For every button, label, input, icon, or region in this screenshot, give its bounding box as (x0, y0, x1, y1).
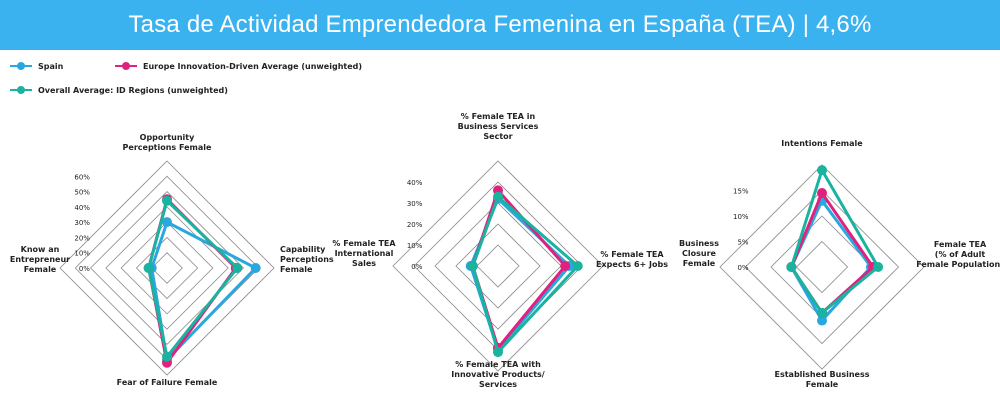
data-point-spain-bottom (817, 315, 827, 326)
axis-label-right: Female (280, 265, 313, 274)
data-point-overall-average-top (817, 165, 827, 176)
axis-label-right: Perceptions (280, 255, 334, 264)
axis-label-left: International (335, 249, 394, 258)
legend-swatch-overall-average (10, 85, 32, 95)
grid-ring (392, 160, 604, 372)
axis-label-bottom: Female (806, 380, 839, 389)
data-point-overall-average-right (572, 261, 583, 271)
data-point-europe-average-right (560, 261, 571, 271)
tick-label: 30% (74, 219, 90, 227)
grid-ring (151, 252, 183, 284)
series-line-spain (150, 220, 258, 362)
legend-label-overall-average: Overall Average: ID Regions (unweighted) (38, 85, 228, 95)
title-banner: Tasa de Actividad Emprendedora Femenina … (0, 0, 1000, 50)
axis-label-left: Business (679, 239, 719, 248)
tick-label: 0% (79, 265, 90, 273)
axis-label-bottom: Innovative Products/ (451, 370, 545, 379)
grid-ring (744, 189, 900, 345)
grid-ring (795, 240, 849, 294)
axis-label-right: % Female TEA (600, 250, 664, 259)
grid-ring (90, 191, 244, 345)
axis-label-left: % Female TEA (332, 239, 396, 248)
grid-ring (120, 221, 214, 315)
axis-label-bottom: Established Business (775, 370, 870, 379)
legend-item-overall-average: Overall Average: ID Regions (unweighted) (10, 85, 228, 95)
axis-label-right: Expects 6+ Jobs (596, 260, 668, 269)
grid-ring (476, 244, 520, 288)
legend-item-spain: Spain (10, 61, 63, 71)
tick-label: 30% (407, 200, 423, 208)
legend: Spain Europe Innovation-Driven Average (… (0, 55, 1000, 105)
axis-label-left: Female (683, 259, 716, 268)
data-point-overall-average-bottom (493, 347, 503, 358)
grid-ring (455, 223, 541, 309)
axis-label-right: Capability (280, 245, 326, 254)
tick-label: 15% (733, 188, 749, 196)
tick-label: 40% (74, 204, 90, 212)
axis-label-left: Know an (21, 245, 60, 254)
legend-swatch-europe-average (115, 61, 137, 71)
tick-label: 10% (74, 250, 90, 258)
axis-label-left: Closure (682, 249, 717, 258)
page-title: Tasa de Actividad Emprendedora Femenina … (128, 11, 872, 38)
tick-label: 50% (74, 189, 90, 197)
radar-chart-1: 0%10%20%30%40%50%60%OpportunityPerceptio… (10, 133, 334, 387)
axis-label-top: Business Services (458, 122, 539, 131)
grid-ring (135, 236, 199, 300)
axis-label-left: Entrepreneur (10, 255, 70, 264)
data-point-overall-average-right (873, 262, 884, 272)
data-point-spain-right (250, 263, 261, 273)
axis-label-left: Sales (352, 259, 376, 268)
axis-label-right: Female Population) (916, 260, 1000, 269)
data-point-europe-average-top (817, 188, 827, 199)
data-point-overall-average-left (467, 261, 478, 271)
axis-label-top: % Female TEA in (461, 112, 536, 121)
grid-ring (719, 164, 925, 370)
data-point-overall-average-top (493, 191, 503, 202)
tick-label: 5% (737, 239, 748, 247)
axis-label-bottom: Services (479, 380, 517, 389)
axis-label-right: (% of Adult (935, 250, 986, 259)
tick-label: 20% (407, 221, 423, 229)
data-point-overall-average-top (162, 195, 172, 206)
legend-label-europe-average: Europe Innovation-Driven Average (unweig… (143, 61, 363, 71)
axis-label-top: Intentions Female (781, 139, 863, 148)
axis-label-top: Perceptions Female (123, 143, 212, 152)
tick-label: 0% (737, 264, 748, 272)
grid-ring (434, 202, 562, 330)
radar-chart-3: 0% 5% 10% 15% Intentions Female Female TEA(% … (679, 139, 1000, 389)
grid-ring (105, 206, 229, 330)
data-point-spain-top (162, 217, 172, 228)
tick-label: 10% (407, 242, 423, 250)
axis-label-top: Sector (483, 132, 512, 141)
axis-label-bottom: Fear of Failure Female (117, 378, 218, 387)
axis-label-bottom: % Female TEA with (455, 360, 541, 369)
data-point-overall-average-left (143, 263, 154, 273)
axis-label-left: Female (24, 265, 57, 274)
grid-ring (413, 181, 583, 351)
legend-item-europe-average: Europe Innovation-Driven Average (unweig… (115, 61, 362, 71)
axis-label-top: Opportunity (140, 133, 195, 142)
data-point-overall-average-left (786, 262, 797, 272)
grid-ring (59, 160, 275, 376)
data-point-overall-average-bottom (817, 307, 827, 318)
tick-label: 40% (407, 179, 423, 187)
data-point-overall-average-right (232, 263, 243, 273)
tick-label: 20% (74, 234, 90, 242)
legend-swatch-spain (10, 61, 32, 71)
legend-label-spain: Spain (38, 61, 64, 71)
axis-label-right: Female TEA (934, 240, 987, 249)
tick-label: 0% (411, 263, 422, 271)
data-point-overall-average-bottom (162, 351, 172, 362)
tick-label: 10% (733, 213, 749, 221)
tick-label: 60% (74, 173, 90, 181)
